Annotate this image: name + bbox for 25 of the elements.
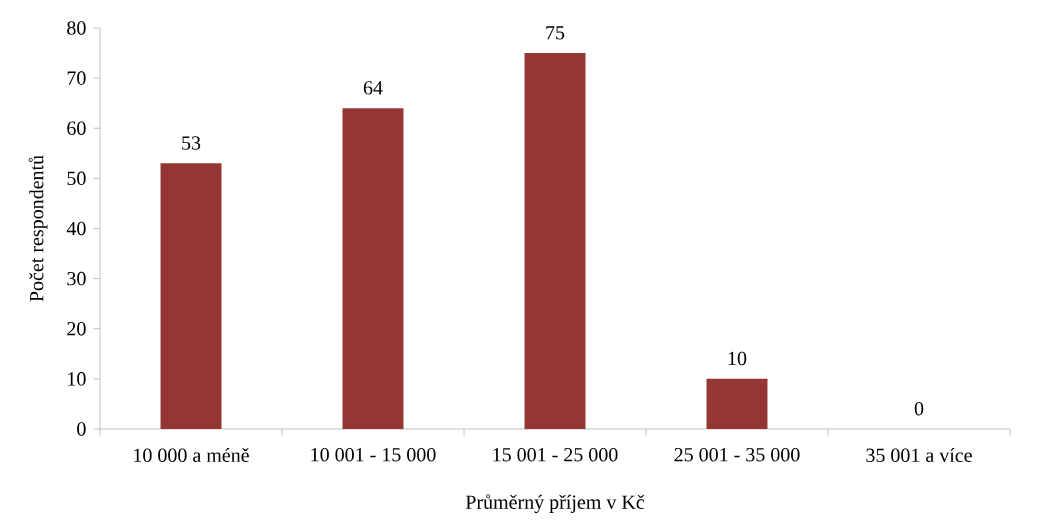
y-tick-label: 80 [67,21,86,35]
data-label: 10 [728,351,747,366]
y-tick-label: 20 [67,321,86,336]
x-axis-title: Průměrný příjem v Kč [465,494,645,514]
data-label: 53 [182,136,201,150]
y-tick-label: 70 [67,71,86,85]
data-label: 75 [546,26,565,40]
y-tick-label: 60 [67,121,86,135]
bar [524,53,586,429]
y-tick-label: 30 [67,271,86,286]
x-tick-label: 10 000 a méně [134,447,249,463]
y-tick-label: 0 [77,422,86,436]
y-axis-title: Počet respondentů [28,155,48,302]
bar [342,108,404,429]
x-tick-label: 25 001 - 35 000 [674,447,800,462]
y-tick-label: 50 [67,171,86,186]
x-tick-label: 10 001 - 15 000 [311,447,436,462]
bar [160,163,222,429]
data-label: 64 [363,81,383,95]
y-tick-label: 40 [66,221,86,236]
data-label: 0 [914,401,924,416]
bar [706,378,768,429]
x-tick-label: 15 001 - 25 000 [493,447,618,462]
x-tick-label: 35 001 a více [866,447,972,463]
y-tick-label: 10 [68,372,86,386]
